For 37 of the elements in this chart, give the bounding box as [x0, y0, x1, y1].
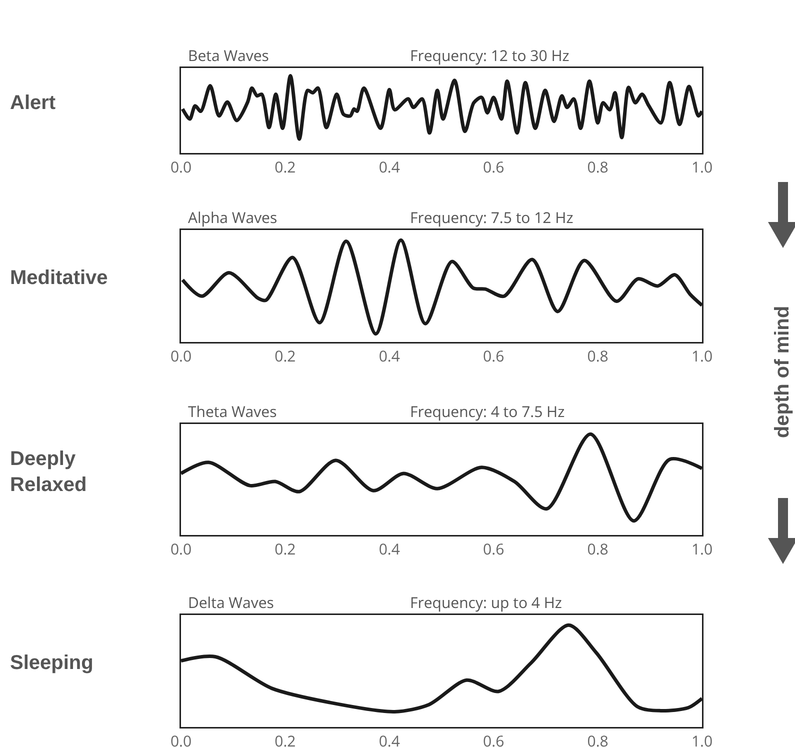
y-axis-title: Sleeping	[10, 651, 94, 676]
y-axis-title: Alert	[10, 90, 57, 116]
x-tick-label: 0.8	[587, 540, 608, 560]
x-tick-label: 0.8	[587, 346, 608, 366]
chart-subtitle: Frequency: 12 to 30 Hz	[410, 46, 570, 66]
x-tick-label: 0.2	[274, 732, 296, 747]
y-axis-title: Meditative	[10, 266, 109, 291]
x-tick-label: 0.6	[483, 158, 504, 178]
x-tick-label: 0.0	[170, 346, 192, 366]
x-tick-label: 0.6	[483, 540, 504, 560]
x-tick-label: 0.2	[274, 346, 296, 366]
x-tick-label: 0.4	[378, 158, 400, 178]
chart-title: Delta Waves	[188, 593, 274, 613]
x-tick-label: 0.8	[587, 158, 608, 178]
x-tick-label: 0.4	[378, 346, 400, 366]
y-axis-title: Deeply Relaxed	[10, 446, 88, 498]
chart-subtitle: Frequency: 4 to 7.5 Hz	[410, 402, 565, 422]
x-tick-label: 0.4	[378, 732, 400, 747]
chart-subtitle: Frequency: up to 4 Hz	[410, 593, 562, 613]
chart-title: Theta Waves	[188, 402, 277, 422]
chart-title: Beta Waves	[188, 46, 269, 66]
x-tick-label: 0.0	[170, 540, 192, 560]
x-tick-label: 1.0	[691, 540, 713, 560]
x-tick-label: 0.8	[587, 732, 608, 747]
x-tick-label: 1.0	[691, 346, 713, 366]
x-tick-label: 0.4	[378, 540, 400, 560]
chart-title: Alpha Waves	[188, 208, 278, 228]
text: depth of mind	[772, 306, 794, 438]
x-tick-label: 0.0	[170, 158, 192, 178]
chart-subtitle: Frequency: 7.5 to 12 Hz	[410, 208, 574, 228]
x-tick-label: 0.2	[274, 540, 296, 560]
x-tick-label: 0.6	[483, 732, 504, 747]
x-tick-label: 0.0	[170, 732, 192, 747]
x-tick-label: 0.2	[274, 158, 296, 178]
x-tick-label: 1.0	[691, 732, 713, 747]
x-tick-label: 1.0	[691, 158, 713, 178]
x-tick-label: 0.6	[483, 346, 504, 366]
